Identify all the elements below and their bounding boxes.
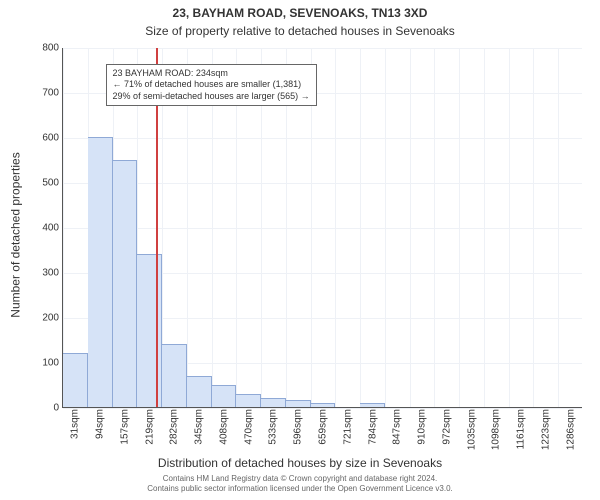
annotation-line-2: ← 71% of detached houses are smaller (1,… bbox=[113, 79, 310, 90]
annotation-line-3: 29% of semi-detached houses are larger (… bbox=[113, 91, 310, 102]
x-tick-label: 533sqm bbox=[268, 409, 279, 445]
x-gridline bbox=[410, 48, 411, 407]
x-tick-label: 910sqm bbox=[417, 409, 428, 445]
histogram-bar bbox=[360, 403, 385, 408]
x-gridline bbox=[484, 48, 485, 407]
y-tick-label: 700 bbox=[42, 88, 59, 99]
x-tick-label: 408sqm bbox=[218, 409, 229, 445]
annotation-title: 23 BAYHAM ROAD: 234sqm bbox=[113, 68, 310, 79]
x-tick-label: 157sqm bbox=[119, 409, 130, 445]
x-tick-label: 659sqm bbox=[318, 409, 329, 445]
x-gridline bbox=[360, 48, 361, 407]
attribution-block: Contains HM Land Registry data © Crown c… bbox=[0, 474, 600, 494]
y-gridline bbox=[63, 138, 582, 139]
x-tick-label: 596sqm bbox=[293, 409, 304, 445]
x-tick-label: 1223sqm bbox=[540, 409, 551, 450]
y-tick-label: 800 bbox=[42, 43, 59, 54]
chart-title-line1: 23, BAYHAM ROAD, SEVENOAKS, TN13 3XD bbox=[0, 6, 600, 20]
y-gridline bbox=[63, 228, 582, 229]
attribution-line-1: Contains HM Land Registry data © Crown c… bbox=[0, 474, 600, 484]
histogram-bar bbox=[113, 160, 138, 408]
x-gridline bbox=[509, 48, 510, 407]
y-tick-label: 600 bbox=[42, 133, 59, 144]
histogram-bar bbox=[261, 398, 286, 407]
x-tick-label: 1286sqm bbox=[565, 409, 576, 450]
y-tick-label: 500 bbox=[42, 178, 59, 189]
x-tick-label: 1035sqm bbox=[466, 409, 477, 450]
x-gridline bbox=[385, 48, 386, 407]
x-axis-label: Distribution of detached houses by size … bbox=[0, 456, 600, 470]
y-tick-label: 400 bbox=[42, 223, 59, 234]
x-tick-label: 1161sqm bbox=[516, 409, 527, 449]
histogram-bar bbox=[187, 376, 212, 408]
x-gridline bbox=[533, 48, 534, 407]
x-tick-label: 470sqm bbox=[243, 409, 254, 445]
plot-area: 23 BAYHAM ROAD: 234sqm ← 71% of detached… bbox=[62, 48, 582, 408]
x-gridline bbox=[434, 48, 435, 407]
y-tick-label: 0 bbox=[53, 403, 59, 414]
y-gridline bbox=[63, 48, 582, 49]
x-tick-label: 972sqm bbox=[441, 409, 452, 445]
x-tick-label: 94sqm bbox=[95, 409, 106, 439]
y-axis-label: Number of detached properties bbox=[9, 152, 23, 317]
annotation-box: 23 BAYHAM ROAD: 234sqm ← 71% of detached… bbox=[106, 64, 317, 106]
x-tick-label: 721sqm bbox=[342, 409, 353, 445]
histogram-bar bbox=[311, 403, 336, 408]
histogram-bar bbox=[162, 344, 187, 407]
x-gridline bbox=[335, 48, 336, 407]
x-gridline bbox=[558, 48, 559, 407]
x-tick-label: 1098sqm bbox=[491, 409, 502, 450]
histogram-bar bbox=[286, 400, 311, 407]
x-tick-label: 282sqm bbox=[169, 409, 180, 445]
histogram-bar bbox=[137, 254, 162, 407]
histogram-bar bbox=[236, 394, 261, 408]
x-tick-label: 31sqm bbox=[70, 409, 81, 439]
chart-title-line2: Size of property relative to detached ho… bbox=[0, 24, 600, 38]
histogram-bar bbox=[212, 385, 237, 408]
attribution-line-2: Contains public sector information licen… bbox=[0, 484, 600, 494]
plot-inner: 23 BAYHAM ROAD: 234sqm ← 71% of detached… bbox=[62, 48, 582, 408]
y-tick-label: 200 bbox=[42, 313, 59, 324]
histogram-bar bbox=[63, 353, 88, 407]
x-tick-label: 219sqm bbox=[144, 409, 155, 445]
x-tick-label: 847sqm bbox=[392, 409, 403, 445]
y-gridline bbox=[63, 183, 582, 184]
histogram-bar bbox=[88, 137, 113, 407]
x-tick-label: 345sqm bbox=[194, 409, 205, 445]
x-tick-label: 784sqm bbox=[367, 409, 378, 445]
y-tick-label: 100 bbox=[42, 358, 59, 369]
y-tick-label: 300 bbox=[42, 268, 59, 279]
y-axis-label-container: Number of detached properties bbox=[6, 0, 26, 470]
x-gridline bbox=[459, 48, 460, 407]
